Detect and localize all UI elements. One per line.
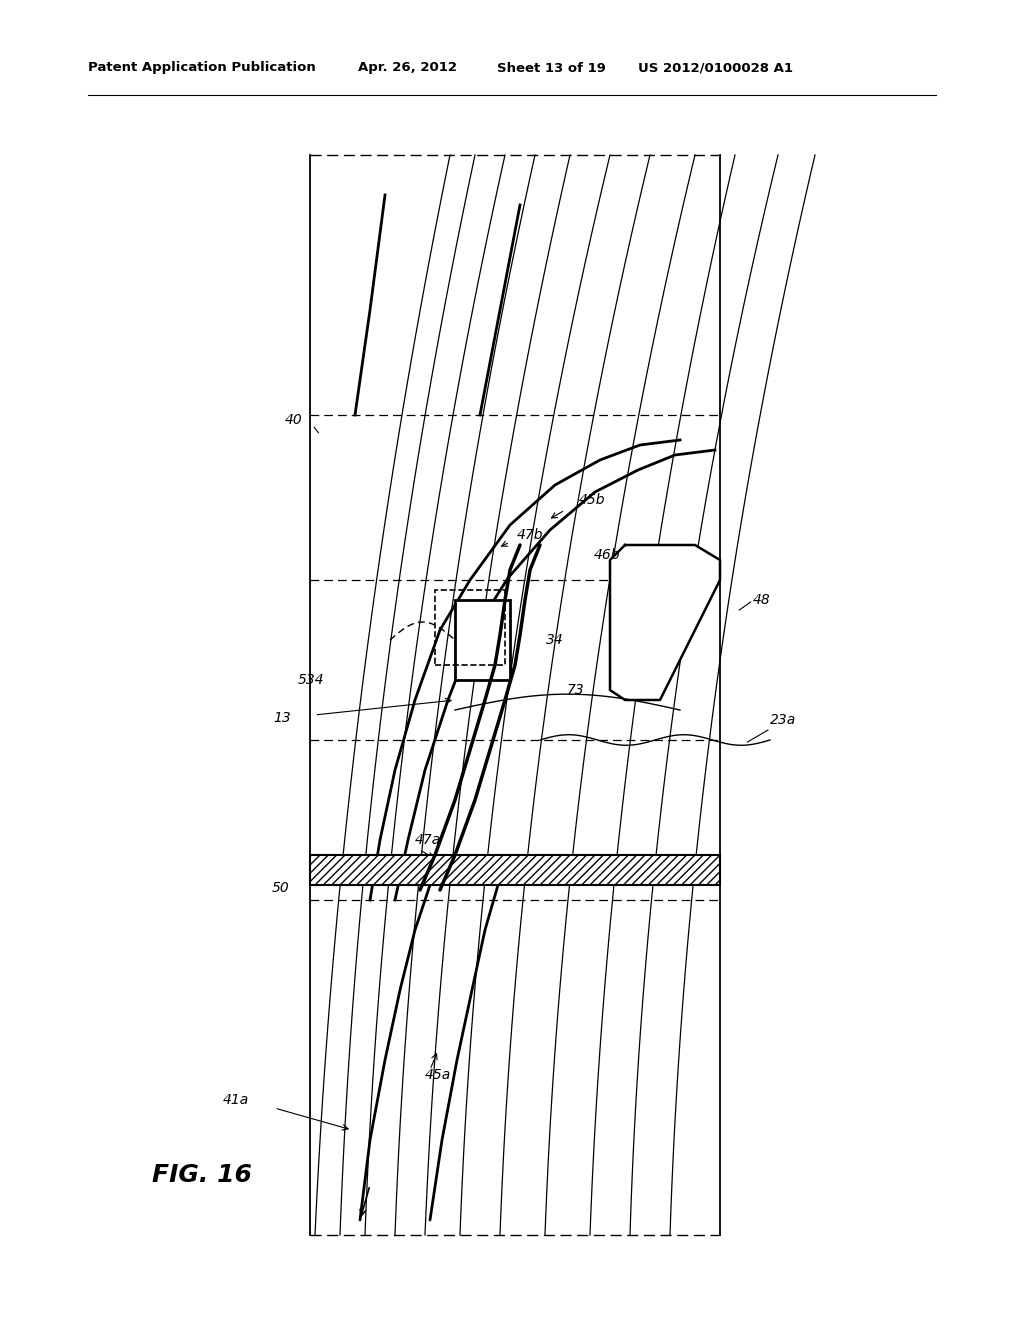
Text: 46b: 46b (594, 548, 621, 562)
Text: US 2012/0100028 A1: US 2012/0100028 A1 (638, 62, 793, 74)
Text: 40: 40 (285, 413, 302, 426)
Text: 50: 50 (271, 880, 289, 895)
Bar (455, 601, 510, 680)
Bar (310, 855, 720, 884)
Bar (435, 590, 505, 665)
Text: FIG. 16: FIG. 16 (152, 1163, 252, 1187)
Text: 47b: 47b (517, 528, 544, 543)
Text: 47a: 47a (415, 833, 441, 847)
Text: 23a: 23a (770, 713, 797, 727)
Text: 45b: 45b (579, 492, 605, 507)
Text: 534: 534 (298, 673, 325, 686)
Polygon shape (610, 545, 720, 700)
Text: Patent Application Publication: Patent Application Publication (88, 62, 315, 74)
Text: Sheet 13 of 19: Sheet 13 of 19 (497, 62, 606, 74)
Text: 45a: 45a (425, 1068, 452, 1082)
Text: 41a: 41a (223, 1093, 250, 1107)
Text: 13: 13 (273, 711, 291, 725)
Text: 48: 48 (753, 593, 770, 607)
Text: Apr. 26, 2012: Apr. 26, 2012 (358, 62, 457, 74)
Text: 73: 73 (566, 682, 584, 697)
Text: 34: 34 (546, 634, 563, 647)
